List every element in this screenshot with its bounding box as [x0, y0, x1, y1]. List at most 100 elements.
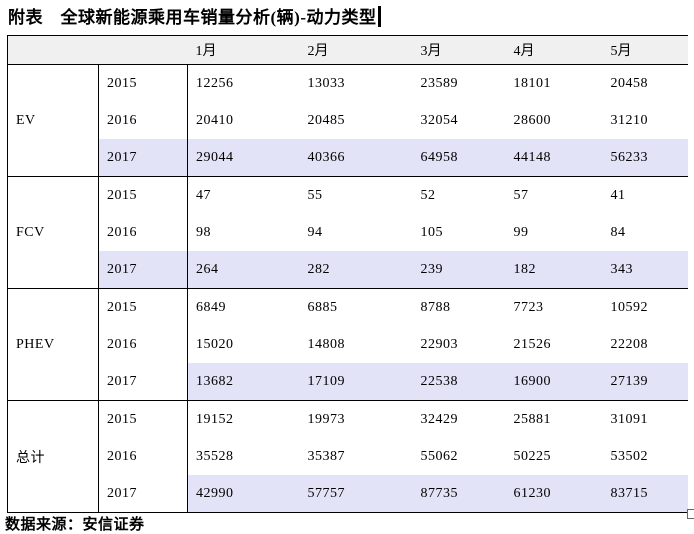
year-cell: 2015 [98, 400, 188, 438]
value-cell: 64958 [412, 139, 506, 177]
value-cell: 56233 [602, 139, 688, 177]
value-cell: 29044 [187, 139, 300, 177]
value-cell: 32429 [420, 411, 458, 427]
header-row: 1月 2月 3月 4月 5月 [7, 35, 688, 65]
value-cell: 47 [196, 187, 211, 203]
value-cell: 343 [602, 251, 688, 289]
value-cell: 23589 [420, 75, 458, 91]
year-cell: 2017 [98, 251, 188, 289]
data-source-note: 数据来源：安信证券 [5, 517, 145, 533]
sales-table: 1月 2月 3月 4月 5月 EV 2015 12256 13033 23589 18101 204… [7, 35, 688, 513]
table-row: FCV 2015 47 55 52 57 41 [7, 176, 688, 289]
value-cell: 19973 [307, 411, 345, 427]
value-cell: 35387 [307, 448, 345, 464]
year-cell: 2015 [98, 64, 188, 102]
value-cell: 10592 [610, 299, 648, 315]
value-cell: 7723 [513, 299, 544, 315]
value-cell: 42990 [187, 475, 300, 513]
value-cell: 99 [513, 224, 529, 240]
value-cell: 31210 [610, 112, 648, 128]
value-cell: 22903 [420, 336, 458, 352]
value-cell: 13033 [307, 75, 345, 91]
value-cell: 55062 [420, 448, 458, 464]
text-caret-icon [378, 6, 382, 27]
header-empty-cell [7, 35, 188, 65]
value-cell: 84 [610, 224, 626, 240]
value-cell: 41 [610, 187, 626, 203]
value-cell: 22538 [412, 363, 506, 401]
year-cell: 2016 [98, 102, 188, 139]
table-body: EV 2015 12256 13033 23589 18101 20458 2016 20410… [7, 64, 688, 513]
value-cell: 105 [420, 224, 443, 240]
value-cell: 32054 [420, 112, 458, 128]
value-cell: 44148 [505, 139, 603, 177]
year-cell: 2017 [98, 139, 188, 177]
table-row: 总计 2015 19152 19973 32429 25881 31091 [7, 400, 688, 513]
value-cell: 16900 [505, 363, 603, 401]
table-row: 2017 42990 57757 87735 61230 83715 [8, 475, 688, 513]
value-cell: 57757 [299, 475, 413, 513]
column-header-month: 3月 [412, 35, 506, 65]
year-cell: 2017 [98, 363, 188, 401]
value-cell: 57 [513, 187, 529, 203]
year-cell: 2016 [98, 326, 188, 363]
value-cell: 27139 [602, 363, 688, 401]
value-cell: 264 [187, 251, 300, 289]
column-header-month: 4月 [505, 35, 603, 65]
table-row: EV 2015 12256 13033 23589 18101 20458 [7, 64, 688, 177]
year-cell: 2015 [98, 176, 188, 214]
category-cell: EV [7, 64, 99, 177]
table-row: 2016 35528 35387 55062 50225 53502 [8, 438, 688, 475]
value-cell: 239 [412, 251, 506, 289]
value-cell: 22208 [610, 336, 648, 352]
year-cell: 2017 [98, 475, 188, 513]
value-cell: 98 [196, 224, 211, 240]
year-cell: 2016 [98, 214, 188, 251]
value-cell: 61230 [505, 475, 603, 513]
table-row: 2016 20410 20485 32054 28600 31210 [8, 102, 688, 139]
table-row: 2017 29044 40366 64958 44148 56233 [8, 139, 688, 177]
value-cell: 94 [307, 224, 323, 240]
value-cell: 6885 [307, 299, 338, 315]
year-cell: 2015 [98, 288, 188, 326]
value-cell: 13682 [187, 363, 300, 401]
table-row: 2017 264 282 239 182 343 [8, 251, 688, 289]
value-cell: 18101 [513, 75, 551, 91]
value-cell: 53502 [610, 448, 648, 464]
value-cell: 52 [420, 187, 436, 203]
value-cell: 35528 [196, 448, 234, 464]
table-resize-handle-icon [687, 509, 694, 519]
value-cell: 40366 [299, 139, 413, 177]
value-cell: 14808 [307, 336, 345, 352]
value-cell: 31091 [610, 411, 648, 427]
table-row: PHEV 2015 6849 6885 8788 7723 10592 [7, 288, 688, 401]
column-header-month: 1月 [187, 35, 300, 65]
category-cell: 总计 [7, 400, 99, 513]
value-cell: 17109 [299, 363, 413, 401]
year-cell: 2016 [98, 438, 188, 475]
page-title: 附表 全球新能源乘用车销量分析(辆)-动力类型 [8, 3, 382, 28]
value-cell: 20458 [610, 75, 648, 91]
value-cell: 6849 [196, 299, 226, 315]
value-cell: 282 [299, 251, 413, 289]
column-header-month: 2月 [299, 35, 413, 65]
table-row: 2016 15020 14808 22903 21526 22208 [8, 326, 688, 363]
page-title-text: 附表 全球新能源乘用车销量分析(辆)-动力类型 [8, 8, 377, 27]
value-cell: 12256 [196, 75, 234, 91]
value-cell: 83715 [602, 475, 688, 513]
value-cell: 20485 [307, 112, 345, 128]
value-cell: 25881 [513, 411, 551, 427]
value-cell: 21526 [513, 336, 551, 352]
table-row: 2017 13682 17109 22538 16900 27139 [8, 363, 688, 401]
value-cell: 50225 [513, 448, 551, 464]
value-cell: 55 [307, 187, 323, 203]
value-cell: 87735 [412, 475, 506, 513]
value-cell: 8788 [420, 299, 451, 315]
value-cell: 15020 [196, 336, 234, 352]
column-header-month: 5月 [602, 35, 688, 65]
category-cell: FCV [7, 176, 99, 289]
table-row: 2016 98 94 105 99 84 [8, 214, 688, 251]
value-cell: 28600 [513, 112, 551, 128]
table-header: 1月 2月 3月 4月 5月 [7, 35, 688, 65]
